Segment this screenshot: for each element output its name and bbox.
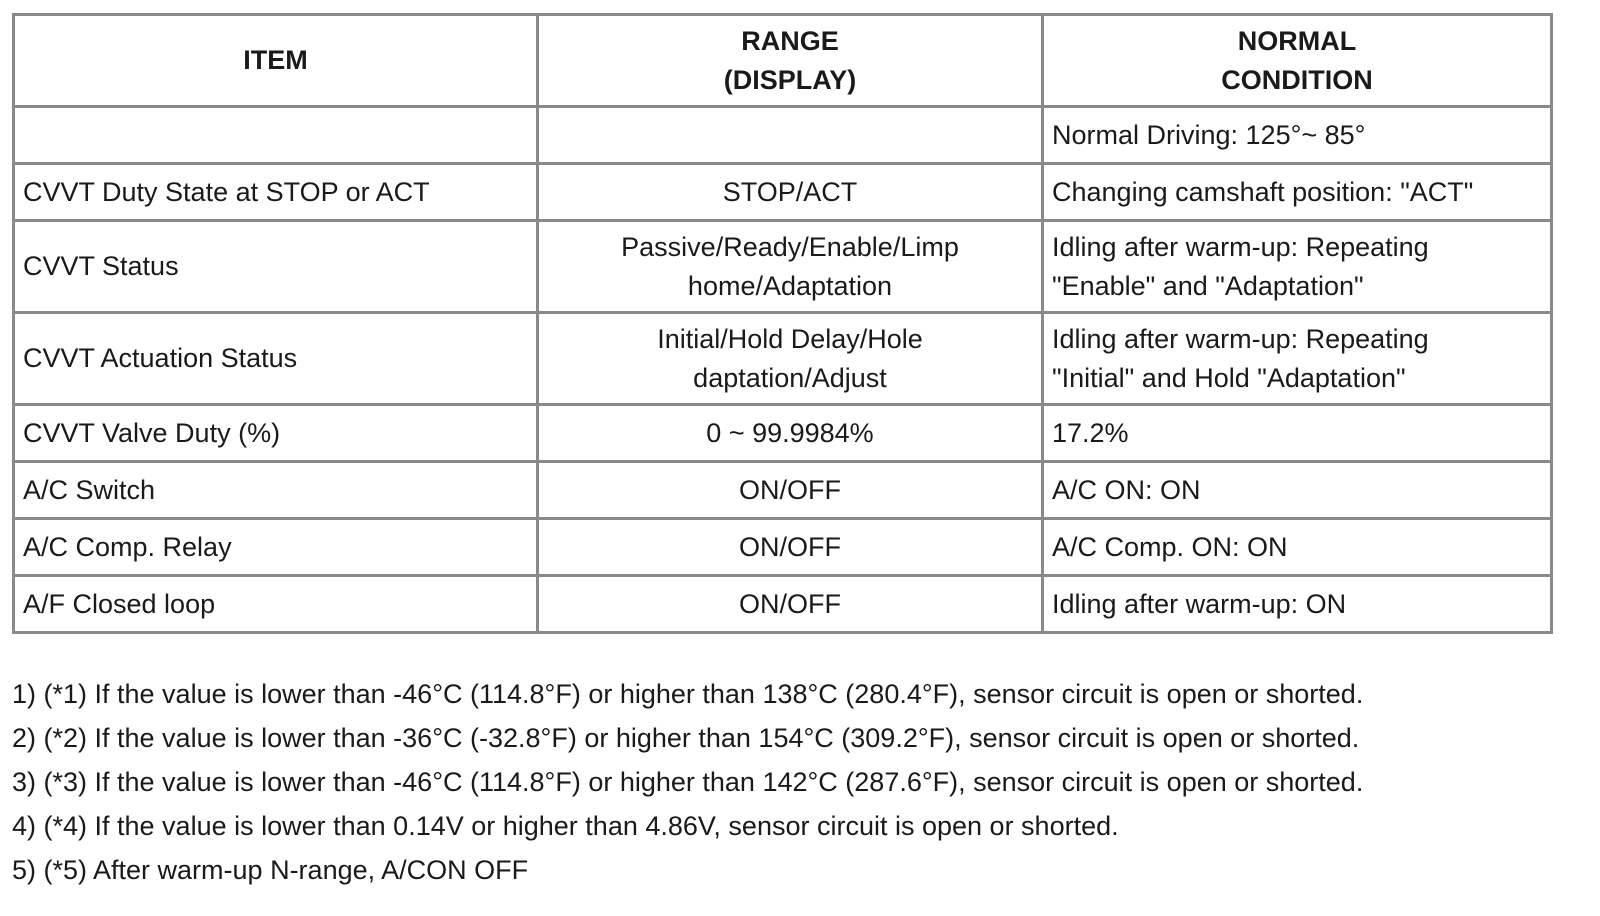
cell-range: 0 ~ 99.9984% <box>536 403 1044 463</box>
cell-normal: A/C Comp. ON: ON <box>1041 517 1553 577</box>
cell-range-line: STOP/ACT <box>722 176 858 207</box>
cell-range-line: 0 ~ 99.9984% <box>706 417 874 448</box>
cell-normal-line: "Enable" and "Adaptation" <box>1052 270 1364 301</box>
cell-normal-line: Normal Driving: 125°~ 85° <box>1052 119 1366 150</box>
cell-range: ON/OFF <box>536 574 1044 634</box>
table-row: A/F Closed loop ON/OFF Idling after warm-u… <box>12 574 1553 634</box>
cell-normal-line: "Initial" and Hold "Adaptation" <box>1052 362 1406 393</box>
cell-range: STOP/ACT <box>536 162 1044 222</box>
cell-normal: A/C ON: ON <box>1041 460 1553 520</box>
cell-normal: Idling after warm-up: Repeating "Initial"… <box>1041 311 1553 406</box>
table-row: CVVT Valve Duty (%) 0 ~ 99.9984% 17.2% <box>12 403 1553 463</box>
cell-range-line: daptation/Adjust <box>693 362 887 393</box>
table-row: A/C Comp. Relay ON/OFF A/C Comp. ON: ON <box>12 517 1553 577</box>
header-row: ITEM RANGE (DISPLAY) NORMAL CONDITION <box>12 13 1553 108</box>
cell-normal-line: Changing camshaft position: "ACT" <box>1052 176 1474 207</box>
cell-item: CVVT Duty State at STOP or ACT <box>12 162 539 222</box>
footnote: 4) (*4) If the value is lower than 0.14V… <box>12 811 1119 841</box>
header-range-line: (DISPLAY) <box>723 64 857 95</box>
header-normal-line: CONDITION <box>1221 64 1373 95</box>
table-row: Normal Driving: 125°~ 85° <box>12 105 1553 165</box>
cell-range-line: ON/OFF <box>739 531 841 562</box>
cell-range-line: Initial/Hold Delay/Hole <box>657 323 923 354</box>
cell-normal-line: Idling after warm-up: Repeating <box>1052 231 1429 262</box>
cell-normal-line: A/C Comp. ON: ON <box>1052 531 1288 562</box>
cell-range: Initial/Hold Delay/Hole daptation/Adjust <box>536 311 1044 406</box>
cell-normal: Normal Driving: 125°~ 85° <box>1041 105 1553 165</box>
cell-normal: 17.2% <box>1041 403 1553 463</box>
footnote: 2) (*2) If the value is lower than -36°C… <box>12 723 1360 753</box>
footnote: 5) (*5) After warm-up N-range, A/CON OFF <box>12 855 529 885</box>
cell-item: CVVT Actuation Status <box>12 311 539 406</box>
cell-range-line: Passive/Ready/Enable/Limp <box>621 231 959 262</box>
header-item: ITEM <box>12 13 539 108</box>
cell-item <box>12 105 539 165</box>
cell-range: Passive/Ready/Enable/Limp home/Adaptation <box>536 219 1044 314</box>
cell-normal-line: Idling after warm-up: ON <box>1052 588 1347 619</box>
cell-normal: Changing camshaft position: "ACT" <box>1041 162 1553 222</box>
cell-range: ON/OFF <box>536 517 1044 577</box>
cell-normal-line: A/C ON: ON <box>1052 474 1201 505</box>
footnote: 3) (*3) If the value is lower than -46°C… <box>12 767 1364 797</box>
table-row: CVVT Actuation Status Initial/Hold Delay/… <box>12 311 1553 406</box>
cell-range: ON/OFF <box>536 460 1044 520</box>
header-range: RANGE (DISPLAY) <box>536 13 1044 108</box>
header-item-text: ITEM <box>243 45 308 75</box>
footnote: 1) (*1) If the value is lower than -46°C… <box>12 679 1364 709</box>
footnotes: 1) (*1) If the value is lower than -46°C… <box>12 672 1363 892</box>
cell-normal: Idling after warm-up: ON <box>1041 574 1553 634</box>
cell-normal: Idling after warm-up: Repeating "Enable" … <box>1041 219 1553 314</box>
cell-range-line: ON/OFF <box>739 474 841 505</box>
cell-item: A/C Comp. Relay <box>12 517 539 577</box>
header-normal-line: NORMAL <box>1237 25 1357 56</box>
cell-normal-line: Idling after warm-up: Repeating <box>1052 323 1429 354</box>
cell-range <box>536 105 1044 165</box>
cell-range-line: ON/OFF <box>739 588 841 619</box>
cell-item: CVVT Valve Duty (%) <box>12 403 539 463</box>
header-range-line: RANGE <box>741 25 839 56</box>
cell-normal-line: 17.2% <box>1052 417 1129 448</box>
cell-item: A/F Closed loop <box>12 574 539 634</box>
header-normal: NORMAL CONDITION <box>1041 13 1553 108</box>
cell-item: CVVT Status <box>12 219 539 314</box>
data-table: ITEM RANGE (DISPLAY) NORMAL CONDITION Norm… <box>12 13 1553 634</box>
cell-range-line: home/Adaptation <box>687 270 893 301</box>
table-row: CVVT Status Passive/Ready/Enable/Limp home… <box>12 219 1553 314</box>
table-row: CVVT Duty State at STOP or ACT STOP/ACT Ch… <box>12 162 1553 222</box>
cell-item: A/C Switch <box>12 460 539 520</box>
table-row: A/C Switch ON/OFF A/C ON: ON <box>12 460 1553 520</box>
